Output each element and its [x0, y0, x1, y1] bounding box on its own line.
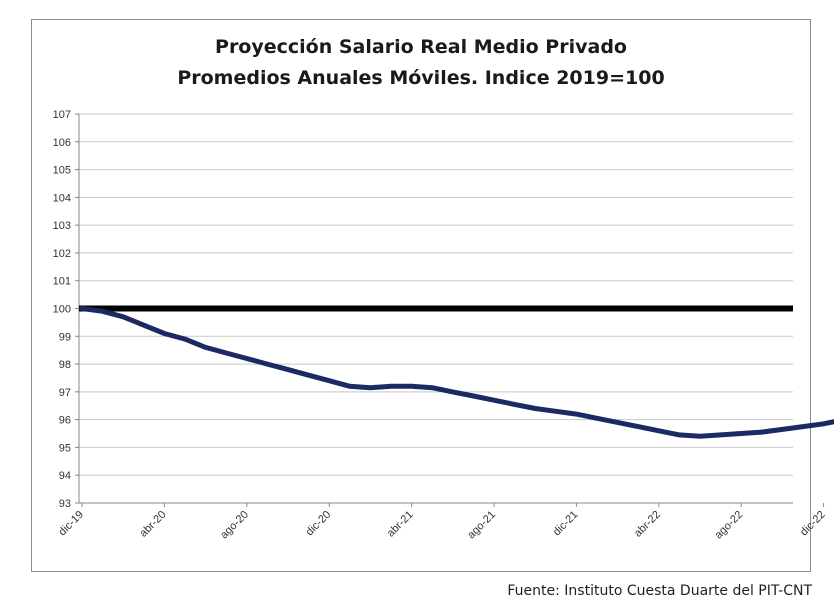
- chart-title: Proyección Salario Real Medio Privado: [215, 36, 627, 58]
- x-tick-label: dic-21: [551, 509, 581, 539]
- y-tick-label: 98: [59, 359, 71, 371]
- y-tick-label: 107: [53, 109, 71, 121]
- chart-frame: [31, 19, 811, 572]
- x-tick-label: dic-22: [798, 509, 828, 539]
- chart-subtitle: Promedios Anuales Móviles. Indice 2019=1…: [177, 67, 665, 89]
- y-tick-label: 94: [59, 470, 71, 482]
- y-axis: 93 94 95 96 97 98 99 100 101 102 103 104 105 106 107: [53, 109, 80, 510]
- y-tick-label: 99: [59, 331, 71, 343]
- x-tick-label: abr-22: [632, 509, 663, 540]
- series-line: [79, 306, 834, 439]
- x-tick-label: dic-20: [304, 509, 334, 539]
- y-tick-label: 96: [59, 415, 71, 427]
- x-tick-label: ago-22: [713, 509, 746, 542]
- x-tick-label: abr-21: [385, 509, 416, 540]
- y-tick-label: 104: [53, 192, 71, 204]
- y-tick-label: 105: [53, 165, 71, 177]
- y-tick-label: 97: [59, 387, 71, 399]
- plot-area: [79, 305, 834, 439]
- y-tick-label: 106: [53, 137, 71, 149]
- x-axis: dic-19 abr-20 ago-20 dic-20 abr-21 ago-21 dic-…: [56, 502, 828, 542]
- chart-title-block: Proyección Salario Real Medio Privado Pr…: [31, 32, 811, 94]
- y-tick-label: 100: [53, 304, 71, 316]
- y-tick-label: 95: [59, 442, 71, 454]
- y-tick-label: 101: [53, 276, 71, 288]
- y-tick-label: 93: [59, 498, 71, 510]
- source-note: Fuente: Instituto Cuesta Duarte del PIT-…: [507, 583, 812, 599]
- x-tick-label: ago-21: [465, 509, 498, 542]
- x-tick-label: abr-20: [138, 509, 169, 540]
- gridlines: [79, 113, 793, 504]
- y-tick-label: 102: [53, 248, 71, 260]
- y-tick-label: 103: [53, 220, 71, 232]
- x-tick-label: dic-19: [56, 509, 86, 539]
- x-tick-label: ago-20: [218, 509, 251, 542]
